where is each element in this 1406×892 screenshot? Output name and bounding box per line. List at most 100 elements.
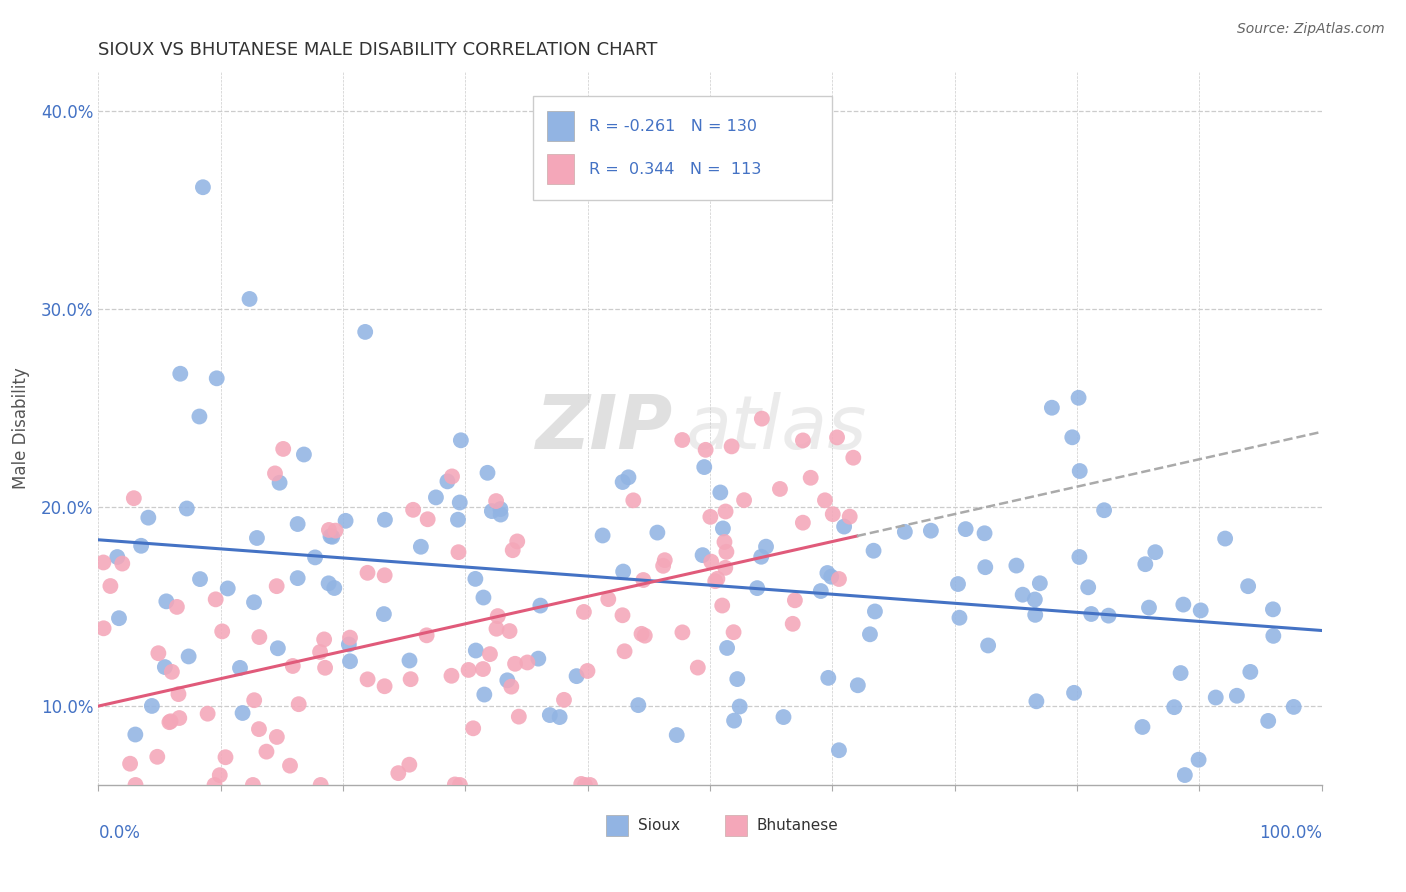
Point (267, 641, 290, 656)
Point (356, 566, 378, 580)
Point (309, 778, 332, 792)
Text: R = -0.261   N = 130: R = -0.261 N = 130 (589, 119, 756, 134)
Point (229, 661, 252, 675)
Point (817, 671, 839, 685)
Point (838, 509, 860, 524)
Point (1029, 576, 1052, 591)
Point (335, 514, 357, 528)
Point (1025, 694, 1047, 708)
Bar (547, 154, 574, 184)
Point (747, 581, 769, 595)
Point (177, 649, 200, 664)
Point (553, 693, 575, 707)
Point (792, 434, 814, 448)
Point (266, 730, 288, 744)
Point (449, 778, 471, 792)
Point (1226, 689, 1249, 703)
Point (709, 485, 731, 500)
Point (157, 715, 180, 730)
Point (124, 727, 146, 741)
Point (323, 581, 346, 595)
Point (720, 439, 742, 453)
Point (821, 507, 844, 521)
Point (769, 482, 792, 496)
Text: ZIP: ZIP (536, 392, 673, 465)
Point (503, 657, 526, 671)
Point (820, 570, 842, 584)
Point (516, 656, 538, 670)
Point (354, 325, 377, 339)
Point (569, 777, 592, 791)
Point (217, 582, 239, 596)
Point (716, 545, 738, 559)
Point (1239, 665, 1261, 679)
Point (671, 433, 693, 447)
Point (464, 572, 486, 586)
Point (485, 494, 508, 508)
Point (374, 679, 396, 693)
Point (271, 442, 294, 456)
Point (598, 592, 620, 607)
Point (612, 565, 634, 579)
Bar (606, 815, 628, 837)
Point (440, 669, 463, 683)
Point (339, 631, 361, 645)
Point (399, 672, 422, 686)
Point (318, 523, 340, 537)
Point (529, 599, 551, 613)
Point (436, 475, 458, 489)
Point (447, 513, 470, 527)
Point (169, 711, 191, 725)
Point (706, 572, 728, 586)
Point (108, 611, 131, 625)
Point (716, 640, 738, 655)
Point (129, 539, 152, 553)
Point (477, 466, 499, 480)
Text: R =  0.344   N =  113: R = 0.344 N = 113 (589, 161, 761, 177)
Point (654, 553, 676, 567)
Point (699, 509, 721, 524)
Point (1011, 588, 1033, 602)
Point (321, 530, 343, 544)
Point (652, 558, 675, 573)
Point (148, 646, 170, 660)
Point (1257, 714, 1279, 728)
Point (450, 434, 472, 448)
Point (146, 749, 169, 764)
Point (574, 778, 596, 792)
Point (725, 672, 748, 686)
Point (242, 778, 264, 792)
Point (486, 609, 509, 624)
Point (243, 595, 266, 609)
Point (356, 673, 378, 687)
Point (955, 522, 977, 536)
Point (188, 572, 211, 586)
Point (800, 471, 823, 485)
Point (815, 566, 838, 580)
Point (319, 529, 342, 543)
Point (1137, 600, 1160, 615)
Point (700, 555, 723, 569)
Point (634, 629, 657, 643)
Text: 100.0%: 100.0% (1258, 824, 1322, 842)
Point (287, 697, 309, 711)
Text: Source: ZipAtlas.com: Source: ZipAtlas.com (1237, 22, 1385, 37)
Point (862, 543, 884, 558)
Point (1170, 666, 1192, 681)
Text: atlas: atlas (686, 392, 868, 464)
Point (269, 475, 291, 490)
Point (141, 698, 163, 713)
Point (444, 777, 467, 791)
Point (415, 628, 437, 642)
Point (859, 627, 882, 641)
Point (416, 512, 439, 526)
Point (782, 616, 804, 631)
Point (973, 526, 995, 541)
Point (612, 475, 634, 489)
Point (232, 706, 254, 720)
Point (314, 632, 336, 647)
Point (772, 710, 794, 724)
Point (204, 778, 226, 792)
Point (238, 292, 260, 306)
Point (863, 604, 886, 618)
